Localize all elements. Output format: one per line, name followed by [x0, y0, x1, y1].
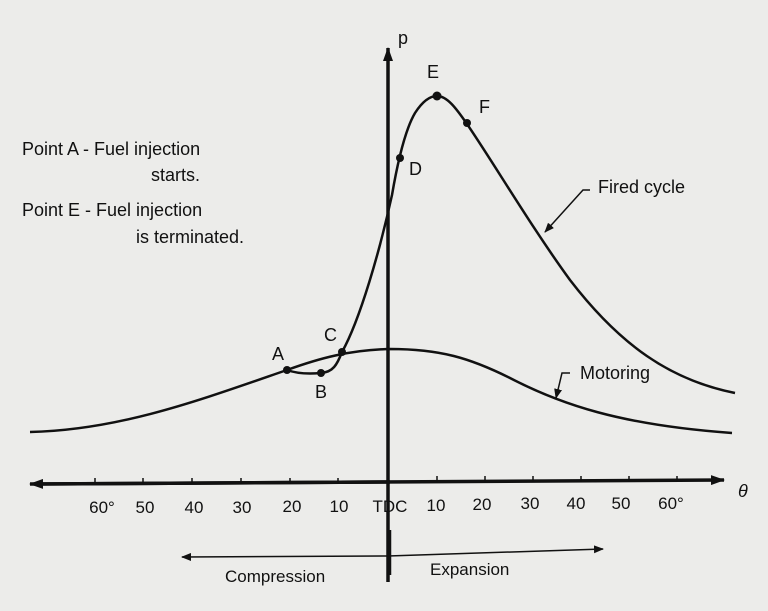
tick-label: 50 [136, 498, 155, 517]
tick-label: 30 [233, 498, 252, 517]
note-line: starts. [151, 165, 200, 185]
tick-label: 60° [658, 494, 684, 513]
tick-label: 50 [612, 494, 631, 513]
fired-cycle-leader [544, 189, 590, 233]
curve-points [283, 91, 471, 377]
point-c-label: C [324, 325, 337, 345]
point-e-label: E [427, 62, 439, 82]
tick-label: 40 [567, 494, 586, 513]
point-b-label: B [315, 382, 327, 402]
point-f-marker [463, 119, 471, 127]
motoring-leader [554, 372, 570, 399]
tick-label: TDC [373, 497, 408, 516]
tick-label: 30 [521, 494, 540, 513]
tick-label: 60° [89, 498, 115, 517]
expansion-arrow [387, 545, 604, 557]
injection-notes: Point A - Fuel injection starts. Point E… [22, 139, 244, 247]
motoring-curve [29, 347, 733, 435]
point-e-marker [432, 91, 442, 101]
x-axis-tick-marks [94, 476, 678, 484]
point-d-label: D [409, 159, 422, 179]
x-axis-label: θ [738, 481, 748, 501]
note-line: is terminated. [136, 227, 244, 247]
point-c-marker [338, 348, 346, 356]
motoring-label: Motoring [580, 363, 650, 383]
note-line: Point E - Fuel injection [22, 200, 202, 220]
x-tick-labels: 60° 50 40 30 20 10 TDC 10 20 30 40 50 60… [89, 494, 684, 517]
point-f-label: F [479, 97, 490, 117]
tick-label: 10 [427, 496, 446, 515]
tick-label: 20 [283, 497, 302, 516]
compression-arrow [181, 552, 389, 561]
note-line: Point A - Fuel injection [22, 139, 200, 159]
fired-cycle-label: Fired cycle [598, 177, 685, 197]
point-a-label: A [272, 344, 284, 364]
point-labels: A B C D E F [272, 62, 490, 402]
tick-label: 10 [330, 497, 349, 516]
fired-cycle-curve [286, 94, 736, 395]
point-d-marker [396, 154, 404, 162]
tick-label: 40 [185, 498, 204, 517]
tick-label: 20 [473, 495, 492, 514]
point-b-marker [317, 369, 325, 377]
compression-label: Compression [225, 567, 325, 586]
y-axis-label: p [398, 28, 408, 48]
x-axis-left-arrow [29, 478, 391, 489]
expansion-label: Expansion [430, 560, 509, 579]
point-a-marker [283, 366, 291, 374]
